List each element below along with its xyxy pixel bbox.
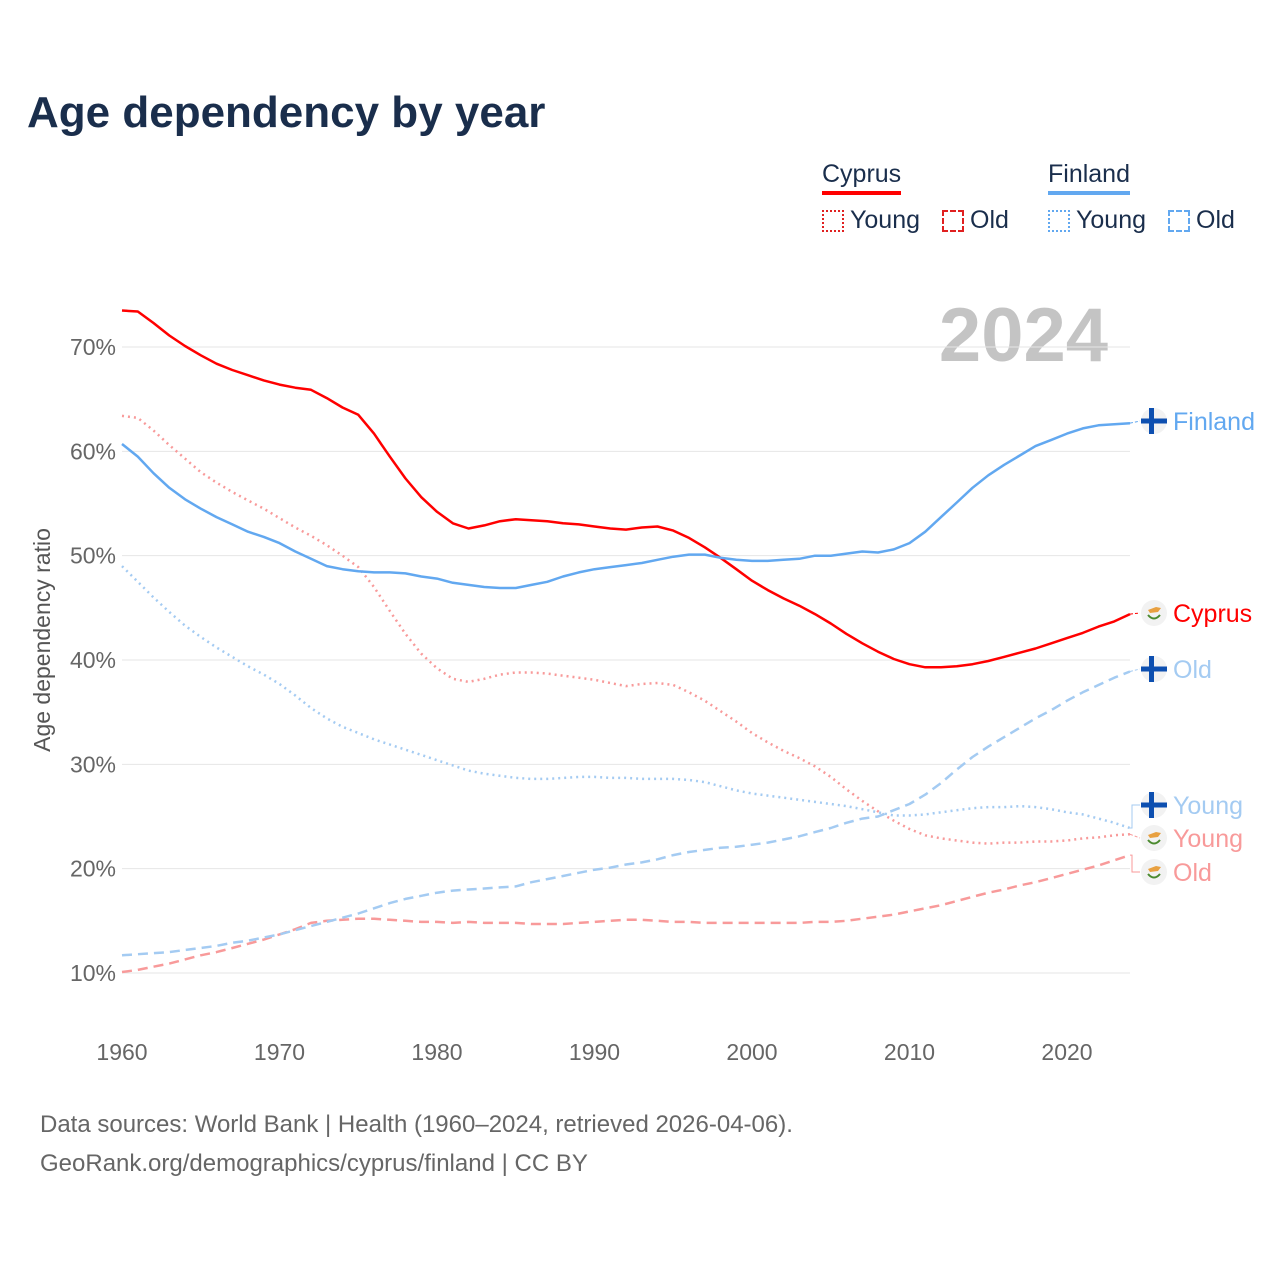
legend-label: Old — [970, 206, 1009, 234]
source-line-1: Data sources: World Bank | Health (1960–… — [40, 1111, 793, 1138]
legend-cyprus-old[interactable]: Old — [942, 206, 1009, 235]
flag-background — [1141, 600, 1167, 626]
source-line-2[interactable]: GeoRank.org/demographics/cyprus/finland … — [40, 1150, 588, 1177]
x-tick-label: 1960 — [96, 1039, 147, 1065]
x-tick-label: 1970 — [254, 1039, 305, 1065]
legend-cyprus-header[interactable]: Cyprus — [822, 160, 902, 195]
legend-finland-line — [1048, 191, 1130, 195]
end-label-cyprus-young: Young — [1173, 825, 1243, 853]
flag-cross-v — [1149, 792, 1154, 818]
series-line-cyprus-old — [121, 853, 1131, 974]
y-tick-label: 40% — [70, 647, 116, 673]
finland-flag-icon — [1141, 408, 1167, 434]
label-connector — [1130, 804, 1140, 829]
end-label-finland-old: Old — [1173, 656, 1212, 684]
legend-cyprus-young[interactable]: Young — [822, 206, 920, 235]
dotted-swatch-icon — [822, 209, 844, 232]
flag-island — [1148, 607, 1161, 613]
series-line-finland-young — [121, 565, 1131, 830]
series-line-finland-old — [121, 670, 1131, 957]
y-tick-label: 70% — [70, 334, 116, 360]
flag-cross-v — [1149, 408, 1154, 434]
series-line-cyprus — [121, 309, 1131, 669]
label-connector — [1129, 833, 1141, 839]
x-tick-label: 2000 — [726, 1039, 777, 1065]
legend-cyprus-line — [822, 191, 902, 195]
end-label-cyprus: Cyprus — [1173, 600, 1252, 628]
dotted-swatch-icon — [1048, 209, 1070, 232]
x-tick-label: 1990 — [569, 1039, 620, 1065]
chart-title: Age dependency by year — [27, 88, 546, 137]
cyprus-flag-icon — [1141, 600, 1167, 626]
series-line-cyprus-young — [121, 414, 1131, 845]
end-label-finland-young: Young — [1173, 792, 1243, 820]
finland-flag-icon — [1141, 656, 1167, 682]
legend-cyprus-label: Cyprus — [822, 160, 902, 188]
series-line-finland — [121, 421, 1131, 590]
x-tick-label: 2020 — [1041, 1039, 1092, 1065]
y-tick-label: 30% — [70, 751, 116, 777]
y-tick-label: 10% — [70, 960, 116, 986]
dashed-swatch-icon — [942, 209, 964, 232]
x-tick-label: 2010 — [884, 1039, 935, 1065]
x-tick-label: 1980 — [411, 1039, 462, 1065]
label-connector — [1129, 612, 1141, 615]
dashed-swatch-icon — [1168, 209, 1190, 232]
cyprus-flag-icon — [1141, 825, 1167, 851]
label-connector — [1130, 854, 1140, 873]
y-tick-label: 50% — [70, 543, 116, 569]
finland-flag-icon — [1141, 792, 1167, 818]
flag-branches — [1147, 839, 1161, 845]
year-watermark: 2024 — [938, 293, 1108, 378]
flag-background — [1141, 859, 1167, 885]
label-connector — [1129, 420, 1141, 424]
legend-label: Young — [850, 206, 920, 234]
legend-finland-old[interactable]: Old — [1168, 206, 1235, 235]
flag-background — [1141, 825, 1167, 851]
flag-branches — [1147, 873, 1161, 879]
label-connector — [1129, 668, 1141, 672]
source-note: Data sources: World Bank | Health (1960–… — [40, 1105, 793, 1183]
end-label-cyprus-old: Old — [1173, 859, 1212, 887]
flag-branches — [1147, 614, 1161, 620]
flag-island — [1148, 866, 1161, 872]
flag-cross-v — [1149, 656, 1154, 682]
y-tick-label: 60% — [70, 438, 116, 464]
cyprus-flag-icon — [1141, 859, 1167, 885]
y-tick-label: 20% — [70, 856, 116, 882]
legend-finland-young[interactable]: Young — [1048, 206, 1146, 235]
legend-label: Young — [1076, 206, 1146, 234]
end-label-finland: Finland — [1173, 408, 1255, 436]
legend-finland-header[interactable]: Finland — [1048, 160, 1130, 195]
flag-island — [1148, 832, 1161, 838]
legend-finland-label: Finland — [1048, 160, 1130, 188]
legend-label: Old — [1196, 206, 1235, 234]
y-axis-label: Age dependency ratio — [29, 528, 55, 752]
